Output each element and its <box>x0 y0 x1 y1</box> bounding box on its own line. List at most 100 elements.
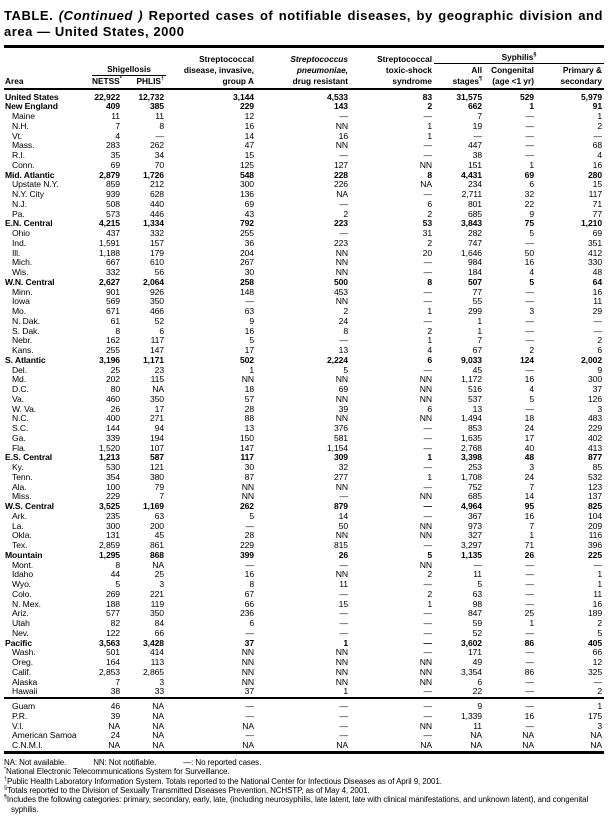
col-area: Area <box>5 75 24 86</box>
header-row-2: Shigellosis disease, invasive, pneumonia… <box>4 63 604 76</box>
value-cell: 1 <box>427 306 432 316</box>
value-cell: — <box>593 676 603 687</box>
value-cell: 1,172 <box>460 374 482 385</box>
value-cell: 3,354 <box>460 666 482 677</box>
value-cell: 2 <box>597 618 603 628</box>
value-cell: 14 <box>244 130 254 141</box>
area-cell: Idaho <box>12 569 34 580</box>
area-cell: Pa. <box>12 208 25 219</box>
value-cell: 56 <box>154 267 164 277</box>
value-cell: 234 <box>467 179 482 190</box>
value-cell: 37 <box>244 686 254 697</box>
value-cell: 48 <box>592 267 603 277</box>
value-cell: NN <box>419 720 432 731</box>
value-cell: 529 <box>519 91 534 102</box>
value-cell: 23 <box>154 364 164 375</box>
value-cell: 3,563 <box>98 637 120 648</box>
value-cell: 38 <box>472 150 482 160</box>
value-cell: 45 <box>154 530 164 541</box>
value-cell: 262 <box>239 501 254 511</box>
value-cell: 926 <box>149 286 164 297</box>
value-cell: 667 <box>105 257 120 268</box>
table-row: Mich. 667 610 267 NN — 984 16 330 <box>4 257 604 268</box>
value-cell: 258 <box>239 276 254 287</box>
area-cell: Ala. <box>12 481 27 492</box>
table-row: P.R. 39 NA — — — 1,339 16 175 <box>4 710 604 722</box>
area-cell: Guam <box>12 701 36 711</box>
value-cell: 332 <box>149 228 164 238</box>
value-cell: 67 <box>472 345 482 355</box>
value-cell: 396 <box>587 540 603 550</box>
value-cell: — <box>423 257 433 268</box>
value-cell: 8 <box>427 276 432 287</box>
value-cell: 2 <box>597 686 603 697</box>
value-cell: 5 <box>343 364 348 375</box>
value-cell: 69 <box>592 228 603 238</box>
table-row: D.C. 80 NA 18 69 NN 516 4 37 <box>4 384 604 395</box>
table-row: E.S. Central 1,213 587 117 309 1 3,398 48 877 <box>4 452 604 463</box>
value-cell: NN <box>241 481 254 492</box>
col-congenital-line1: Congenital <box>491 65 534 75</box>
value-cell: — <box>339 198 349 209</box>
value-cell: 115 <box>150 374 165 385</box>
value-cell: 175 <box>587 710 603 721</box>
value-cell: 16 <box>524 710 534 721</box>
area-cell: Mo. <box>12 306 27 316</box>
table-row: N.H. 7 8 16 NN 1 19 — 2 <box>4 121 604 132</box>
value-cell: 52 <box>154 315 164 326</box>
value-cell: NN <box>241 374 254 385</box>
value-cell: 171 <box>467 647 482 658</box>
value-cell: 6 <box>427 198 432 209</box>
value-cell: 400 <box>105 413 120 424</box>
value-cell: 409 <box>105 101 120 112</box>
area-cell: Mich. <box>12 257 33 268</box>
area-cell: Kans. <box>12 345 34 355</box>
value-cell: 66 <box>592 647 603 658</box>
value-cell: 280 <box>587 169 603 180</box>
value-cell: 577 <box>105 608 120 619</box>
value-cell: 16 <box>524 257 534 268</box>
table-row: Tex. 2,859 861 229 815 — 3,297 71 396 <box>4 540 604 551</box>
value-cell: 3,525 <box>98 501 120 511</box>
value-cell: 847 <box>467 608 482 619</box>
col-primary-secondary-line1: Primary & <box>562 65 603 75</box>
footnote-mark: ¶ <box>4 794 7 801</box>
area-cell: W.S. Central <box>5 501 54 511</box>
value-cell: 6 <box>427 403 432 414</box>
value-cell: NA <box>152 740 164 750</box>
col-all-stages-line2: stages¶ <box>434 75 484 89</box>
value-cell: 1 <box>249 364 254 375</box>
value-cell: — <box>423 710 433 721</box>
value-cell: — <box>339 730 349 741</box>
value-cell: 2,224 <box>326 354 348 365</box>
table-row: Guam 46 NA — — — 9 — 1 <box>4 698 604 712</box>
value-cell: 147 <box>239 442 254 453</box>
footnote-mark: § <box>4 785 7 792</box>
value-cell: 548 <box>239 169 254 180</box>
netss-label: NETSS <box>92 75 120 86</box>
value-cell: 204 <box>239 247 254 258</box>
area-cell: Mid. Atlantic <box>5 169 55 180</box>
value-cell: 901 <box>105 286 120 297</box>
value-cell: 34 <box>154 150 164 160</box>
value-cell: 20 <box>422 247 432 258</box>
area-cell: S. Dak. <box>12 325 40 336</box>
value-cell: — <box>339 111 349 121</box>
value-cell: 29 <box>592 306 603 316</box>
value-cell: 2 <box>427 325 432 336</box>
value-cell: 37 <box>244 637 254 648</box>
value-cell: 117 <box>240 452 254 463</box>
value-cell: 500 <box>333 276 348 287</box>
table-row: W.N. Central 2,627 2,064 258 500 8 507 5 64 <box>4 276 604 288</box>
value-cell: 91 <box>592 101 603 112</box>
value-cell: 226 <box>333 179 348 190</box>
col-strep-pneumoniae-line1: Streptococcus <box>290 53 348 64</box>
area-cell: Maine <box>12 111 35 121</box>
col-group-shigellosis: Shigellosis <box>92 63 166 76</box>
value-cell: 1,339 <box>460 710 482 721</box>
footnotes: NA: Not available. NN: Not notifiable. —: … <box>4 758 603 814</box>
value-cell: — <box>593 315 603 326</box>
value-cell: 11 <box>339 579 348 589</box>
value-cell: — <box>423 140 433 151</box>
